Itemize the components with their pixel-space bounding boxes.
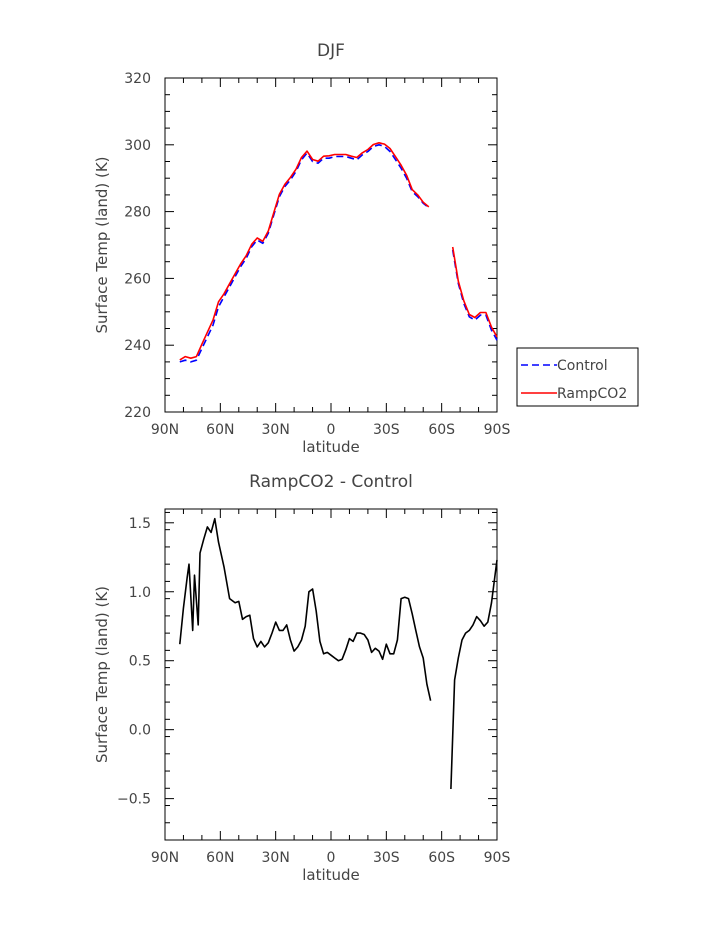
y-tick-label: 0.5 <box>129 654 151 670</box>
legend-label: RampCO2 <box>557 386 627 402</box>
x-tick-label: 60S <box>428 422 455 438</box>
x-axis-title: latitude <box>302 866 360 884</box>
series-line-difference <box>450 559 498 790</box>
bottom-panel: 90N 60N 30N 0 30S 60S 90S −0.5 0.0 0.5 1.0 1.5 RampC… <box>93 472 510 884</box>
series-line-difference <box>179 517 432 701</box>
series-line-rampco2 <box>451 246 498 338</box>
y-tick-label: 1.5 <box>129 516 151 532</box>
x-tick-label: 30N <box>262 850 290 866</box>
legend-label: Control <box>557 358 608 374</box>
x-tick-label: 0 <box>327 422 336 438</box>
series-line-rampco2 <box>179 142 430 361</box>
y-tick-label: 240 <box>124 338 151 354</box>
x-tick-label: 60S <box>428 850 455 866</box>
y-tick-label: 220 <box>124 405 151 421</box>
series-line-control <box>179 144 430 363</box>
x-tick-label: 0 <box>327 850 336 866</box>
x-axis-title: latitude <box>302 438 360 456</box>
plot-frame <box>164 508 498 841</box>
x-tick-label: 90N <box>151 850 179 866</box>
y-tick-label: 1.0 <box>129 585 151 601</box>
x-tick-label: 30N <box>262 422 290 438</box>
y-tick-label: 300 <box>124 138 151 154</box>
series-line-control <box>451 249 498 341</box>
top-panel: 90N 60N 30N 0 30S 60S 90S 220 240 260 280 300 320 DJF… <box>93 41 639 456</box>
x-tick-label: 90S <box>484 422 511 438</box>
x-tick-label: 90S <box>484 850 511 866</box>
y-axis-title: Surface Temp (land) (K) <box>93 586 111 763</box>
x-tick-label: 60N <box>206 850 234 866</box>
y-tick-label: 0.0 <box>129 723 151 739</box>
plot-frame <box>164 77 498 413</box>
chart-title: RampCO2 - Control <box>249 472 413 492</box>
x-tick-label: 60N <box>206 422 234 438</box>
y-tick-label: 280 <box>124 205 151 221</box>
chart-title: DJF <box>317 41 345 61</box>
x-tick-label: 30S <box>373 850 400 866</box>
y-tick-label: 320 <box>124 71 151 87</box>
y-tick-label: 260 <box>124 271 151 287</box>
x-tick-label: 30S <box>373 422 400 438</box>
legend-box <box>516 347 639 407</box>
y-axis-title: Surface Temp (land) (K) <box>93 156 111 333</box>
x-tick-label: 90N <box>151 422 179 438</box>
y-tick-label: −0.5 <box>117 792 151 808</box>
